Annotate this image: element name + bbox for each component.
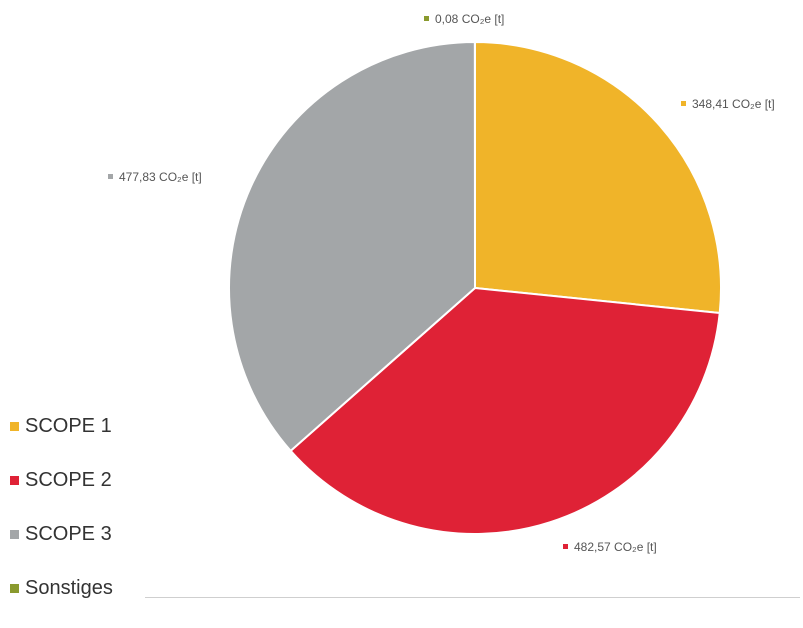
data-label: 0,08 CO₂e [t] [435,12,504,26]
data-label-marker [563,544,568,549]
pie-slice-scope-1 [475,42,721,313]
data-label-marker [424,16,429,21]
legend-label: SCOPE 3 [25,523,112,546]
legend-swatch [10,422,19,431]
legend-swatch [10,530,19,539]
legend-item-scope-1: SCOPE 1 [10,412,113,440]
legend-label: SCOPE 2 [25,469,112,492]
data-label-marker [108,174,113,179]
data-label: 482,57 CO₂e [t] [574,540,657,554]
pie-chart: 348,41 CO₂e [t] 482,57 CO₂e [t] 477,83 CO₂… [0,0,803,603]
legend-label: SCOPE 1 [25,415,112,438]
legend-item-sonstiges: Sonstiges [10,574,113,602]
legend-label: Sonstiges [25,577,113,600]
data-label: 348,41 CO₂e [t] [692,97,775,111]
legend-item-scope-3: SCOPE 3 [10,520,113,548]
data-label: 477,83 CO₂e [t] [119,170,202,184]
legend-swatch [10,584,19,593]
baseline-divider [145,597,800,598]
legend-swatch [10,476,19,485]
legend: SCOPE 1 SCOPE 2 SCOPE 3 Sonstiges [10,412,113,628]
legend-item-scope-2: SCOPE 2 [10,466,113,494]
data-label-marker [681,101,686,106]
